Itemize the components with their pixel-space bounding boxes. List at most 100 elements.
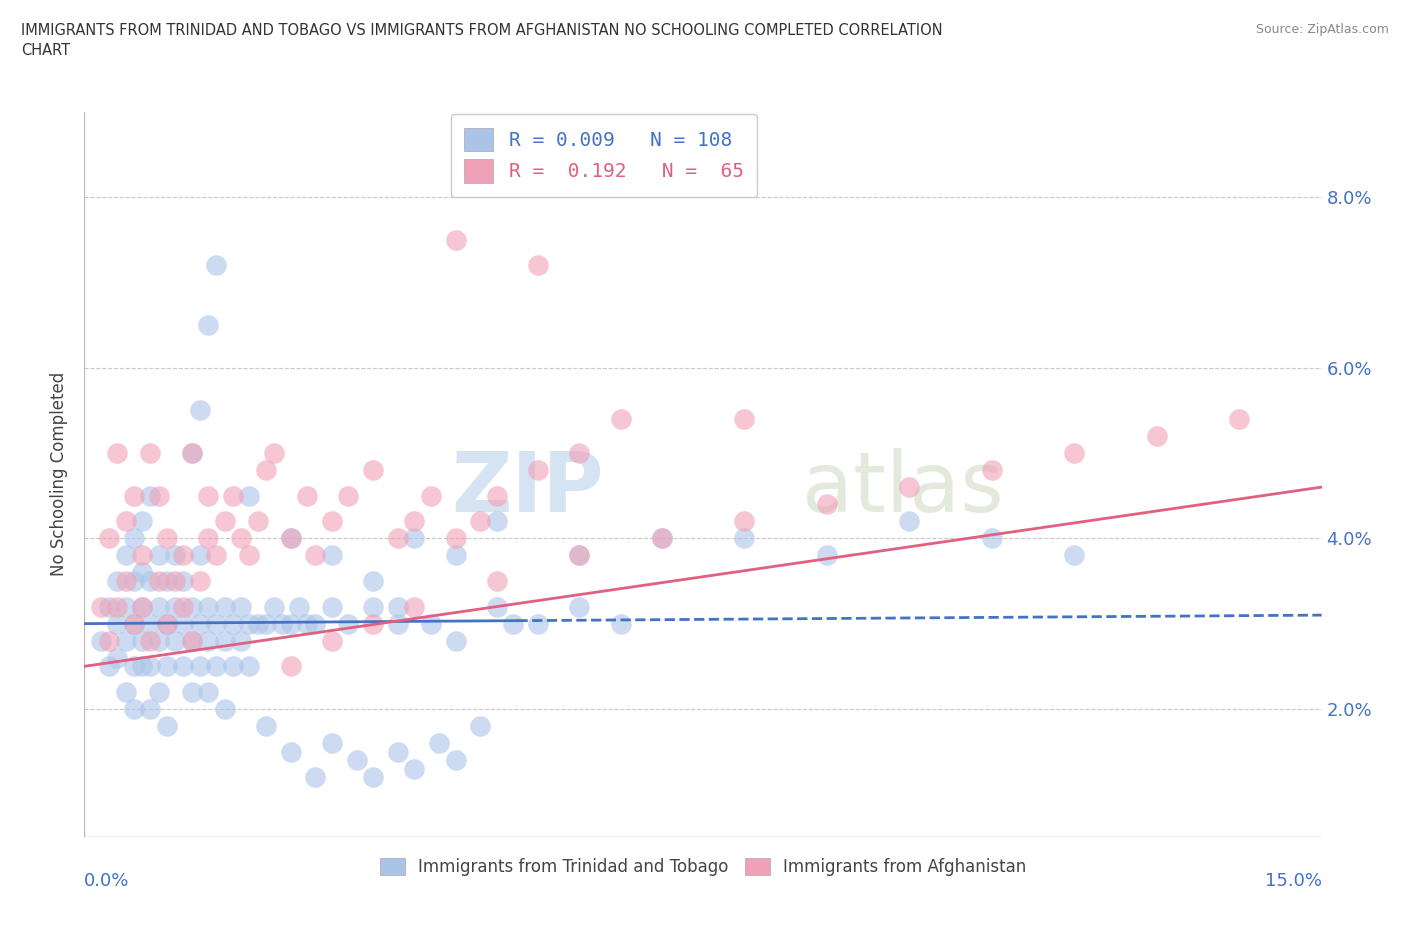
Point — [114, 633, 136, 648]
Point — [361, 770, 384, 785]
Point — [172, 658, 194, 673]
Point — [139, 658, 162, 673]
Point — [337, 617, 360, 631]
Point — [387, 599, 409, 614]
Point — [444, 633, 467, 648]
Point — [197, 633, 219, 648]
Point — [122, 531, 145, 546]
Point — [304, 770, 326, 785]
Point — [609, 617, 631, 631]
Point — [148, 488, 170, 503]
Point — [254, 617, 277, 631]
Text: IMMIGRANTS FROM TRINIDAD AND TOBAGO VS IMMIGRANTS FROM AFGHANISTAN NO SCHOOLING : IMMIGRANTS FROM TRINIDAD AND TOBAGO VS I… — [21, 23, 942, 58]
Point — [229, 599, 252, 614]
Point — [485, 599, 508, 614]
Point — [105, 617, 128, 631]
Point — [188, 617, 211, 631]
Point — [114, 684, 136, 699]
Point — [188, 403, 211, 418]
Point — [188, 658, 211, 673]
Point — [346, 752, 368, 767]
Point — [485, 513, 508, 528]
Point — [122, 701, 145, 716]
Point — [263, 445, 285, 460]
Point — [122, 617, 145, 631]
Text: atlas: atlas — [801, 448, 1004, 529]
Point — [254, 719, 277, 734]
Point — [321, 513, 343, 528]
Point — [131, 658, 153, 673]
Point — [733, 531, 755, 546]
Point — [148, 684, 170, 699]
Point — [148, 599, 170, 614]
Point — [254, 462, 277, 477]
Point — [122, 574, 145, 589]
Point — [229, 633, 252, 648]
Point — [214, 513, 236, 528]
Point — [444, 752, 467, 767]
Point — [321, 599, 343, 614]
Point — [568, 445, 591, 460]
Point — [172, 617, 194, 631]
Point — [122, 488, 145, 503]
Point — [651, 531, 673, 546]
Point — [90, 633, 112, 648]
Point — [527, 462, 550, 477]
Point — [180, 445, 202, 460]
Point — [114, 599, 136, 614]
Point — [980, 462, 1002, 477]
Point — [815, 548, 838, 563]
Point — [214, 701, 236, 716]
Point — [156, 531, 179, 546]
Point — [280, 658, 302, 673]
Point — [148, 548, 170, 563]
Point — [280, 531, 302, 546]
Point — [321, 633, 343, 648]
Point — [304, 548, 326, 563]
Point — [470, 513, 492, 528]
Point — [304, 617, 326, 631]
Point — [139, 574, 162, 589]
Point — [361, 599, 384, 614]
Point — [222, 658, 245, 673]
Point — [404, 599, 426, 614]
Point — [105, 574, 128, 589]
Point — [280, 744, 302, 759]
Point — [139, 633, 162, 648]
Point — [246, 513, 269, 528]
Point — [165, 548, 187, 563]
Point — [1063, 548, 1085, 563]
Point — [337, 488, 360, 503]
Point — [733, 411, 755, 426]
Point — [180, 599, 202, 614]
Point — [98, 658, 121, 673]
Point — [246, 617, 269, 631]
Point — [361, 617, 384, 631]
Point — [404, 762, 426, 777]
Point — [122, 617, 145, 631]
Point — [609, 411, 631, 426]
Point — [148, 574, 170, 589]
Point — [898, 513, 921, 528]
Point — [131, 565, 153, 580]
Point — [172, 574, 194, 589]
Point — [172, 599, 194, 614]
Point — [114, 548, 136, 563]
Point — [139, 701, 162, 716]
Point — [387, 744, 409, 759]
Point — [156, 617, 179, 631]
Legend: Immigrants from Trinidad and Tobago, Immigrants from Afghanistan: Immigrants from Trinidad and Tobago, Imm… — [373, 852, 1033, 883]
Point — [485, 488, 508, 503]
Point — [361, 462, 384, 477]
Point — [527, 258, 550, 272]
Point — [197, 488, 219, 503]
Point — [205, 617, 228, 631]
Point — [131, 633, 153, 648]
Point — [156, 617, 179, 631]
Point — [427, 736, 450, 751]
Point — [444, 531, 467, 546]
Point — [105, 599, 128, 614]
Point — [188, 574, 211, 589]
Point — [568, 548, 591, 563]
Point — [271, 617, 294, 631]
